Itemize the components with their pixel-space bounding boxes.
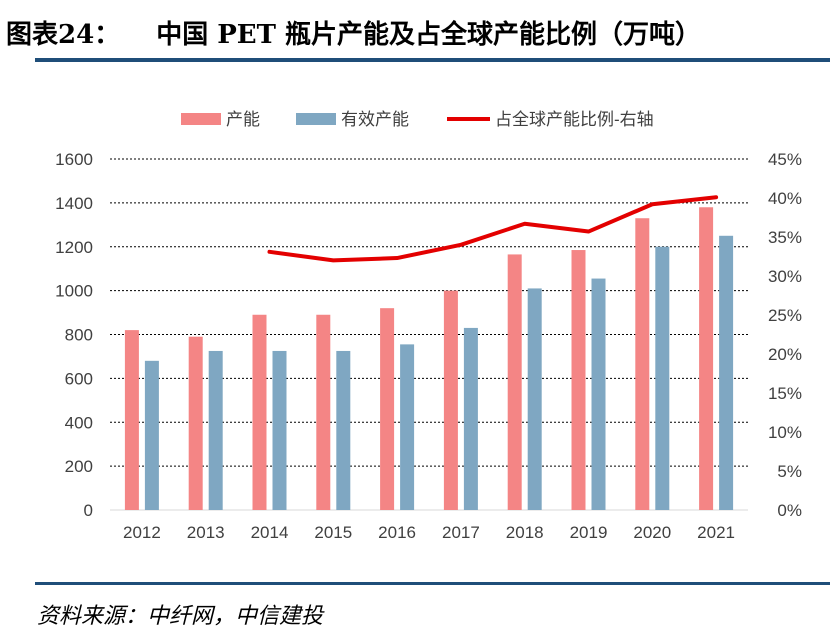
y-tick-label: 1400 — [55, 194, 93, 213]
chart-title: 图表24： 中国 PET 瓶片产能及占全球产能比例（万吨） — [6, 14, 701, 51]
x-tick-label: 2020 — [633, 523, 671, 542]
capacity-bar — [699, 207, 714, 510]
capacity-bar — [380, 308, 395, 510]
figure-number: 图表24： — [6, 20, 121, 50]
effective-capacity-bar — [208, 350, 223, 510]
y-tick-label: 200 — [65, 457, 93, 476]
capacity-bar — [443, 290, 458, 510]
y-tick-label: 1200 — [55, 238, 93, 257]
legend-effective-swatch — [296, 113, 336, 125]
y-tick-label: 800 — [65, 326, 93, 345]
y2-tick-label: 5% — [777, 462, 802, 481]
source-note: 资料来源：中纤网，中信建投 — [37, 604, 324, 629]
top-rule — [35, 58, 830, 62]
y2-tick-label: 15% — [768, 384, 802, 403]
y2-tick-label: 10% — [768, 423, 802, 442]
bottom-rule — [35, 582, 830, 585]
x-tick-label: 2019 — [570, 523, 608, 542]
figure-title: 中国 PET 瓶片产能及占全球产能比例（万吨） — [156, 20, 702, 50]
x-tick-label: 2012 — [123, 523, 161, 542]
legend-capacity-swatch — [181, 113, 221, 125]
capacity-bar — [252, 314, 267, 510]
effective-capacity-bar — [336, 350, 351, 510]
legend-capacity-label: 产能 — [226, 110, 260, 129]
effective-capacity-bar — [527, 288, 542, 510]
share-line — [267, 195, 719, 263]
legend-effective-label: 有效产能 — [341, 110, 409, 129]
effective-capacity-bar — [272, 350, 287, 510]
effective-capacity-bar — [463, 327, 478, 510]
x-tick-label: 2015 — [314, 523, 352, 542]
y-tick-label: 1000 — [55, 282, 93, 301]
y-tick-label: 0 — [84, 501, 93, 520]
y-tick-label: 400 — [65, 413, 93, 432]
capacity-bar — [571, 250, 586, 510]
x-tick-label: 2017 — [442, 523, 480, 542]
y2-tick-label: 45% — [768, 150, 802, 169]
x-tick-label: 2018 — [506, 523, 544, 542]
y2-tick-label: 25% — [768, 306, 802, 325]
effective-capacity-bar — [719, 235, 734, 510]
y2-tick-label: 40% — [768, 189, 802, 208]
effective-capacity-bar — [591, 278, 606, 510]
x-tick-label: 2016 — [378, 523, 416, 542]
y-tick-label: 600 — [65, 369, 93, 388]
y2-tick-label: 20% — [768, 345, 802, 364]
effective-capacity-bar — [400, 344, 415, 510]
capacity-bar — [124, 330, 139, 510]
capacity-bar — [188, 336, 203, 510]
y2-tick-label: 30% — [768, 267, 802, 286]
x-tick-label: 2014 — [251, 523, 289, 542]
y2-tick-label: 0% — [777, 501, 802, 520]
x-tick-label: 2021 — [697, 523, 735, 542]
effective-capacity-bar — [655, 246, 670, 510]
legend-share-label: 占全球产能比例-右轴 — [495, 110, 654, 129]
capacity-bar — [316, 314, 331, 510]
effective-capacity-bar — [144, 360, 159, 510]
capacity-bar — [507, 254, 522, 510]
y-tick-label: 1600 — [55, 150, 93, 169]
chart-area: 0 200 400 600 800 1000 1200 1400 1600 0% 5% 10% 15% 2… — [55, 110, 802, 542]
capacity-bar — [635, 218, 650, 510]
y2-tick-label: 35% — [768, 228, 802, 247]
x-tick-label: 2013 — [187, 523, 225, 542]
